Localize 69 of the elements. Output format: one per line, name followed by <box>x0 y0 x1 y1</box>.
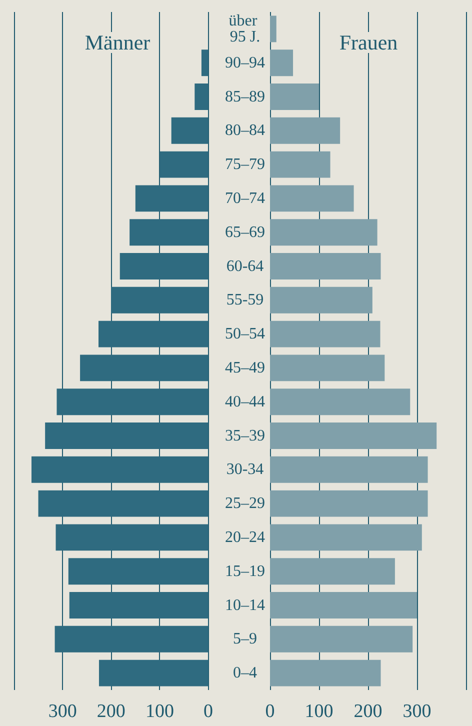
y-tick-label: 55-59 <box>226 292 264 309</box>
bar <box>270 16 276 42</box>
bar <box>135 185 208 212</box>
bar <box>98 320 208 348</box>
x-tick-label: 100 <box>304 701 334 722</box>
bar <box>69 592 208 618</box>
y-tick-label: 85–89 <box>225 88 265 106</box>
bar <box>45 422 208 449</box>
x-tick-label: 300 <box>48 701 77 722</box>
bar <box>56 388 208 416</box>
y-tick-label: 5–9 <box>233 630 257 648</box>
bar <box>130 219 208 246</box>
bar <box>270 456 428 483</box>
bar <box>31 456 208 483</box>
bar <box>54 626 208 652</box>
bar <box>38 490 208 517</box>
y-tick-label: 60-64 <box>226 258 264 275</box>
bar <box>270 490 428 517</box>
bar <box>270 219 378 246</box>
bar <box>270 422 437 449</box>
y-tick-label: 0–4 <box>233 664 257 682</box>
bar <box>270 388 410 416</box>
x-tick-label: 100 <box>145 701 174 722</box>
x-tick-label: 0 <box>265 701 275 722</box>
y-tick-label: 80–84 <box>225 122 265 140</box>
bar <box>80 354 208 382</box>
x-tick-label: 0 <box>204 701 213 722</box>
bar <box>111 286 208 314</box>
y-tick-label: 25–29 <box>225 495 265 512</box>
bar <box>270 151 330 178</box>
bar <box>270 253 381 280</box>
y-tick-label: 10–14 <box>225 596 265 614</box>
y-tick-label: über 95 J. <box>228 12 262 46</box>
x-tick-label: 300 <box>402 701 432 722</box>
y-tick-label: 35–39 <box>225 427 265 444</box>
y-tick-label: 90–94 <box>225 54 265 72</box>
y-tick-label: 20–24 <box>225 528 265 546</box>
bar <box>270 117 340 144</box>
bar <box>56 524 208 551</box>
bar <box>160 151 208 178</box>
y-tick-label: 40–44 <box>225 393 265 410</box>
bar <box>270 185 354 212</box>
y-tick-label: 15–19 <box>225 562 265 580</box>
y-tick-label: 50–54 <box>225 326 265 343</box>
bar <box>270 50 294 76</box>
bar <box>270 660 381 686</box>
bar <box>194 84 208 110</box>
bar <box>120 253 208 280</box>
y-tick-label: 45–49 <box>225 359 265 376</box>
bar <box>98 660 208 686</box>
bar <box>201 50 208 76</box>
text: Männer <box>84 30 150 54</box>
bar <box>270 626 413 652</box>
x-tick-label: 200 <box>96 701 126 722</box>
y-tick-label: 75–79 <box>225 156 265 174</box>
bar <box>270 592 417 618</box>
x-tick-label: 200 <box>354 701 382 722</box>
bar <box>68 558 208 585</box>
y-tick-label: 70–74 <box>225 190 265 207</box>
bar <box>171 117 208 144</box>
y-tick-label: 65–69 <box>225 224 265 241</box>
bar <box>270 320 380 348</box>
bar <box>270 524 422 551</box>
bar <box>270 354 385 382</box>
bar <box>270 558 395 585</box>
bar <box>270 84 319 110</box>
bar <box>270 286 372 314</box>
text: Frauen <box>339 30 398 54</box>
y-tick-label: 30-34 <box>226 461 264 478</box>
